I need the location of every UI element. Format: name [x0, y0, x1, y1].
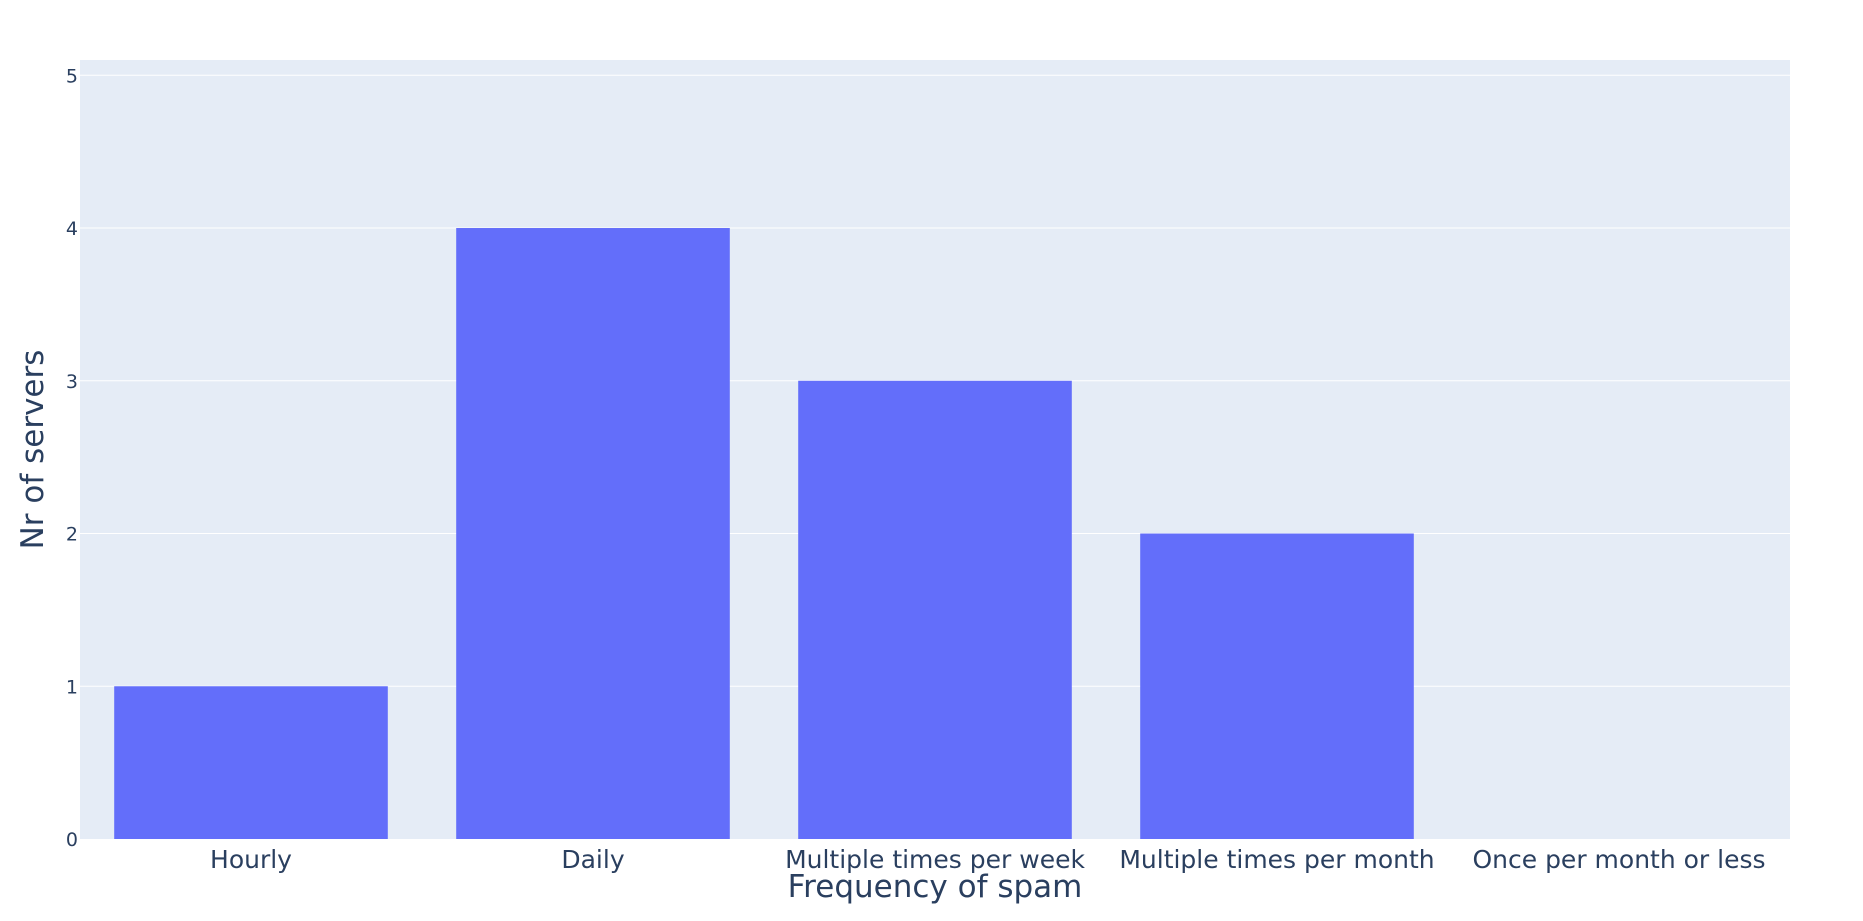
y-tick-label: 5	[66, 65, 78, 87]
y-tick-label: 2	[66, 524, 78, 546]
x-tick-label: Hourly	[210, 845, 292, 874]
x-axis-ticks: Hourly Daily Multiple times per week Multip…	[210, 845, 1766, 874]
x-axis-title: Frequency of spam	[788, 869, 1083, 905]
bar-daily	[456, 228, 730, 840]
bar-multiple-times-per-month	[1140, 533, 1414, 839]
bars	[114, 228, 1414, 840]
bar-hourly	[114, 686, 388, 839]
y-tick-label: 3	[66, 371, 78, 393]
y-tick-label: 1	[66, 676, 78, 698]
y-axis-title: Nr of servers	[15, 350, 51, 550]
y-axis-ticks: 0 1 2 3 4 5	[66, 65, 78, 851]
y-tick-label: 4	[66, 218, 78, 240]
x-tick-label: Daily	[561, 845, 624, 874]
bar-multiple-times-per-week	[798, 380, 1072, 839]
y-tick-label: 0	[66, 829, 78, 851]
x-tick-label: Multiple times per month	[1119, 845, 1434, 874]
x-tick-label: Once per month or less	[1472, 845, 1765, 874]
x-tick-label: Multiple times per week	[785, 845, 1085, 874]
